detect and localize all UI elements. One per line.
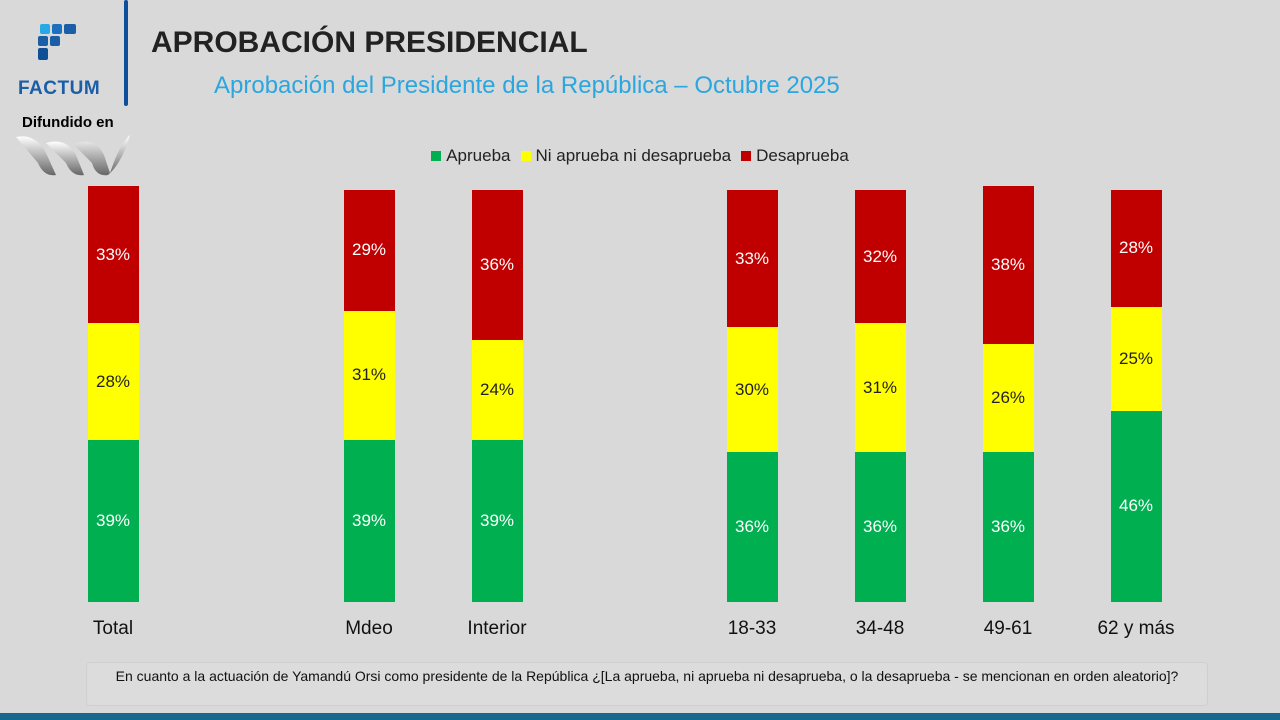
legend-swatch [520, 151, 531, 161]
data-label: 39% [351, 510, 387, 530]
header-divider [124, 0, 128, 106]
data-label: 36% [990, 517, 1026, 537]
category-label: 34-48 [855, 618, 905, 639]
chart-legend: Aprueba Ni aprueba ni desaprueba Desaprueb… [0, 146, 1280, 166]
data-label: 29% [351, 240, 387, 260]
bar-segment: 30% [726, 327, 778, 453]
bar-segment: 33% [726, 190, 778, 328]
data-label: 32% [862, 246, 898, 266]
data-label: 33% [734, 248, 770, 268]
data-label: 36% [479, 255, 515, 275]
factum-logo-icon [38, 24, 76, 60]
data-label: 31% [351, 365, 387, 385]
bar-segment: 32% [854, 190, 906, 324]
bar-segment: 26% [982, 344, 1034, 453]
data-label: 36% [862, 517, 898, 537]
data-label: 39% [479, 510, 515, 530]
legend-swatch [431, 151, 442, 161]
data-label: 28% [95, 371, 131, 391]
legend-label: Ni aprueba ni desaprueba [535, 146, 732, 165]
data-label: 31% [862, 377, 898, 397]
category-label: 62 y más [1097, 618, 1175, 639]
category-label: 18-33 [727, 618, 777, 639]
bar-segment: 36% [854, 452, 906, 602]
bottom-bar [0, 713, 1280, 720]
bar-segment: 25% [1110, 306, 1162, 411]
bar-segment: 28% [87, 323, 139, 440]
data-label: 33% [95, 244, 131, 264]
data-label: 38% [990, 255, 1026, 275]
page-title: APROBACIÓN PRESIDENCIAL [151, 26, 588, 59]
data-label: 36% [734, 517, 770, 537]
bar-segment: 36% [471, 190, 523, 340]
data-label: 46% [1118, 496, 1154, 516]
legend-item: Ni aprueba ni desaprueba [520, 146, 732, 166]
bar-segment: 29% [343, 190, 395, 311]
bar-segment: 46% [1110, 410, 1162, 602]
bar-segment: 39% [343, 439, 395, 602]
brand-name: FACTUM [18, 78, 101, 99]
question-note: En cuanto a la actuación de Yamandú Orsi… [86, 662, 1208, 706]
data-label: 26% [990, 388, 1026, 408]
category-label: 49-61 [983, 618, 1033, 639]
difundido-label: Difundido en [22, 114, 114, 131]
media-logo-icon [16, 135, 130, 176]
bar-segment: 31% [343, 310, 395, 440]
bar-segment: 36% [982, 452, 1034, 602]
data-label: 30% [734, 379, 770, 399]
category-label: Mdeo [345, 618, 393, 639]
data-label: 25% [1118, 348, 1154, 368]
legend-label: Aprueba [446, 146, 511, 165]
bar-segment: 33% [87, 186, 139, 324]
bar-segment: 24% [471, 339, 523, 440]
bar-segment: 39% [471, 439, 523, 602]
legend-swatch [741, 151, 752, 161]
bar-segment: 38% [982, 186, 1034, 345]
data-label: 39% [95, 510, 131, 530]
bar-segment: 28% [1110, 190, 1162, 307]
bar-segment: 31% [854, 323, 906, 453]
category-label: Interior [467, 618, 527, 639]
data-label: 28% [1118, 238, 1154, 258]
page-subtitle: Aprobación del Presidente de la Repúblic… [214, 72, 840, 99]
category-label: Total [92, 618, 134, 639]
legend-item: Desaprueba [741, 146, 849, 166]
bar-segment: 39% [87, 439, 139, 602]
data-label: 24% [479, 379, 515, 399]
legend-item: Aprueba [431, 146, 511, 166]
legend-label: Desaprueba [756, 146, 849, 165]
bar-segment: 36% [726, 452, 778, 602]
